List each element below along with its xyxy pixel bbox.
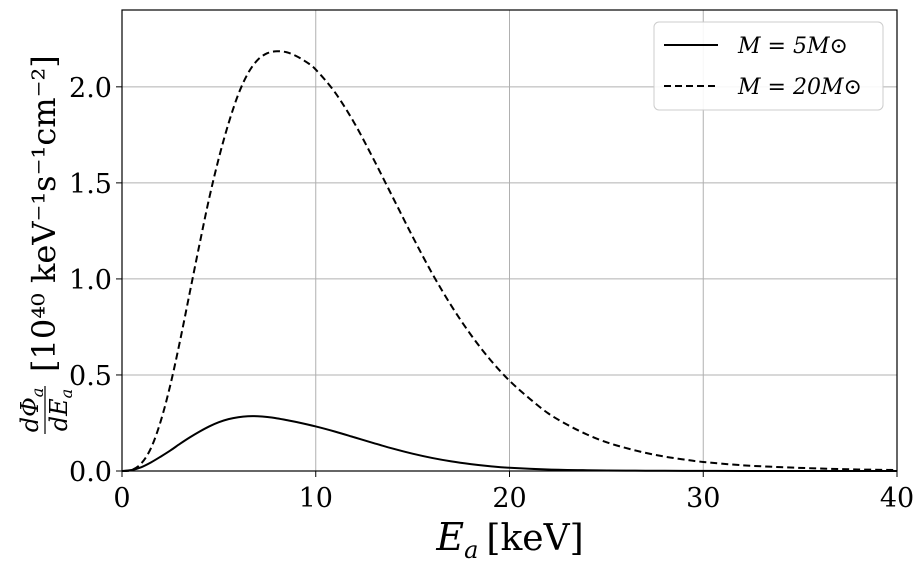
x-tick-label: 10 [299,483,333,514]
ticks: 0 10 20 30 40 0.0 0.5 1.0 1.5 2.0 [69,73,914,514]
y-tick-label: 0.5 [69,361,112,392]
legend-label-20: M = 20M⊙ [737,75,862,100]
y-axis-label-num-sub: a [28,388,47,398]
x-axis-label-var: E [435,515,464,559]
x-tick-label: 40 [880,483,914,514]
y-tick-label: 2.0 [69,73,112,104]
y-axis-label: dΦa dEa [10⁴⁰ keV⁻¹s⁻¹cm⁻²] [16,55,76,434]
x-tick-label: 30 [686,483,720,514]
y-axis-label-num: dΦ [16,397,44,432]
legend: M = 5M⊙ M = 20M⊙ [653,21,884,111]
series-line-5msun [121,415,898,472]
legend-label-5: M = 5M⊙ [737,34,848,59]
y-axis-label-unit: [10⁴⁰ keV⁻¹s⁻¹cm⁻²] [25,55,63,372]
x-axis-label-unit: [keV] [486,518,583,559]
y-axis-label-den-sub: a [57,389,76,399]
y-axis-label-den: dE [45,398,73,431]
y-tick-label: 0.0 [69,457,112,488]
y-tick-label: 1.5 [69,169,112,200]
x-tick-label: 0 [113,483,130,514]
x-axis-label: Ea [keV] [435,515,583,564]
series-layer [121,50,898,472]
x-axis-label-sub: a [464,536,478,564]
series-line-20msun [121,50,898,472]
x-tick-label: 20 [492,483,526,514]
svg-text:dEa: dEa [45,389,76,431]
svg-text:dΦa: dΦa [16,388,47,433]
y-tick-label: 1.0 [69,265,112,296]
